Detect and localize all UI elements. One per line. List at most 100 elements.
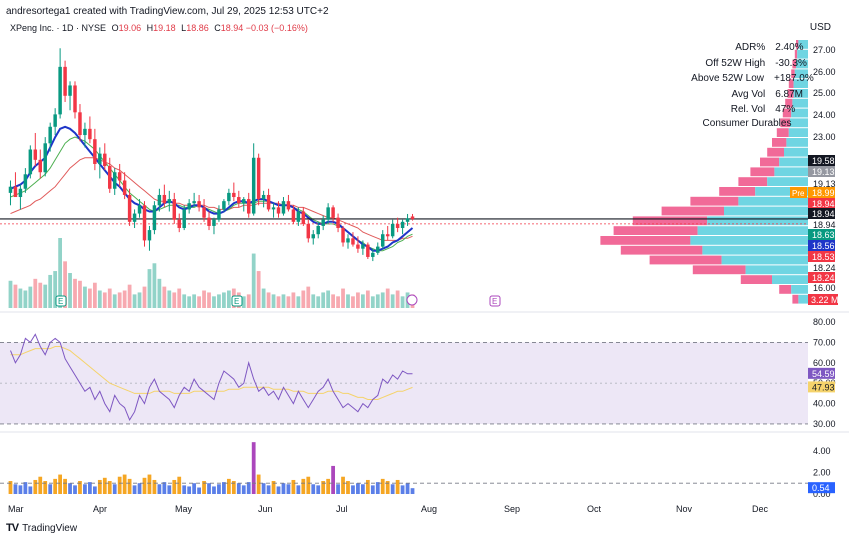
candle-body <box>311 234 315 239</box>
candle-body <box>405 218 410 222</box>
relative-volume-bar <box>172 479 177 494</box>
relative-volume-bar <box>92 486 97 494</box>
high-value: 19.18 <box>153 23 176 33</box>
stat-key: Rel. Vol <box>730 104 766 116</box>
rsi-ma-line <box>10 346 413 400</box>
price-axis-label-text: 18.56 <box>812 241 835 251</box>
candle-body <box>232 192 236 198</box>
stat-value: -30.3% <box>775 57 807 69</box>
volume-profile-sell-bar <box>792 59 796 69</box>
relative-volume-bar <box>241 485 246 494</box>
candle-body <box>53 114 57 127</box>
relative-volume-bar <box>306 476 311 494</box>
candle-body <box>222 201 226 210</box>
symbol-title[interactable]: XPeng Inc. · 1D · NYSE <box>10 23 107 33</box>
volume-bar <box>53 271 58 308</box>
candle-body <box>132 213 137 222</box>
price-tick-label: 25.00 <box>813 88 836 98</box>
chart-credit: andresortega1 created with TradingView.c… <box>6 6 329 17</box>
relative-volume-bar <box>286 484 291 494</box>
relative-volume-bar <box>311 484 316 494</box>
volume-bar <box>202 290 206 308</box>
volume-bar <box>182 294 187 308</box>
price-axis-label-text: 18.53 <box>812 252 835 262</box>
candle-body <box>341 228 345 243</box>
volume-profile-sell-bar <box>600 236 691 245</box>
earnings-marker-text: E <box>234 297 239 306</box>
volume-bar <box>58 238 63 308</box>
candle-body <box>366 244 370 257</box>
candle-body <box>316 225 320 235</box>
candle-body <box>88 128 92 140</box>
relative-volume-bar <box>276 486 281 494</box>
stat-key: ADR% <box>735 42 766 54</box>
volume-bar <box>266 292 271 308</box>
candle-body <box>390 223 395 237</box>
relative-volume-bar <box>83 484 87 494</box>
volume-bar <box>311 294 316 308</box>
volume-bar <box>78 280 82 308</box>
relative-volume-bar <box>28 486 33 494</box>
candle-body <box>98 153 102 164</box>
candle-body <box>361 244 365 249</box>
relative-volume-bar <box>375 482 380 494</box>
relative-volume-bar <box>58 474 63 494</box>
relative-volume-bar <box>177 476 182 494</box>
candle-body <box>152 205 157 231</box>
volume-profile-buy-bar <box>786 138 808 147</box>
volume-profile-sell-bar <box>632 216 708 226</box>
stat-value: +187.0% <box>774 73 814 85</box>
relative-volume-bar <box>261 483 266 494</box>
time-axis-label: Aug <box>421 504 437 514</box>
relative-volume-bar <box>336 484 340 494</box>
volume-bar <box>192 294 197 308</box>
volume-profile-buy-bar <box>767 177 808 186</box>
volume-bar <box>365 290 370 308</box>
relative-volume-bar <box>197 487 201 494</box>
time-axis-label: Sep <box>504 504 520 514</box>
price-axis-label-text: 18.94 <box>812 199 835 209</box>
price-tick-label: 27.00 <box>813 45 836 55</box>
relative-volume-bar <box>13 484 18 494</box>
volume-profile-sell-bar <box>649 255 722 265</box>
relative-volume-tick-label: 0.00 <box>813 489 831 499</box>
stat-row: Rel. Vol 47% <box>682 102 812 118</box>
candle-body <box>187 203 191 210</box>
volume-profile-buy-bar <box>784 147 808 157</box>
price-axis-label-text: 18.99 <box>812 188 835 198</box>
relative-volume-bar <box>207 483 211 494</box>
volume-bar <box>23 290 28 308</box>
volume-profile-buy-bar <box>738 196 808 206</box>
candle-body <box>291 209 296 222</box>
volume-bar <box>375 294 380 308</box>
price-axis-label <box>808 166 835 177</box>
relative-volume-bar <box>212 486 216 494</box>
candle-body <box>207 217 211 226</box>
relative-volume-bar <box>202 481 206 494</box>
relative-volume-bar <box>43 481 48 494</box>
volume-bar <box>102 292 107 308</box>
brand[interactable]: TV TradingView <box>6 522 77 534</box>
currency-label: USD <box>809 22 831 33</box>
relative-volume-bar <box>400 485 405 494</box>
volume-bar <box>207 292 211 308</box>
volume-bar <box>197 296 201 308</box>
rsi-tick-label: 80.00 <box>813 317 836 327</box>
price-tick-label: 16.00 <box>813 283 836 293</box>
relative-volume-bar <box>291 479 296 494</box>
volume-bar <box>73 278 77 308</box>
close-label: C <box>214 23 221 33</box>
volume-bar <box>18 288 23 308</box>
rsi-axis-label-text: 54.59 <box>812 369 835 379</box>
lightning-icon <box>406 294 418 306</box>
candle-body <box>18 188 23 198</box>
candle-body <box>266 194 271 210</box>
volume-profile-buy-bar <box>791 285 808 294</box>
relative-volume-bar <box>107 481 112 494</box>
time-axis-label: Nov <box>676 504 693 514</box>
volume-bar <box>97 290 102 308</box>
volume-profile-sell-bar <box>767 147 784 157</box>
relative-volume-bar <box>97 479 102 494</box>
price-tick-label: 24.00 <box>813 110 836 120</box>
